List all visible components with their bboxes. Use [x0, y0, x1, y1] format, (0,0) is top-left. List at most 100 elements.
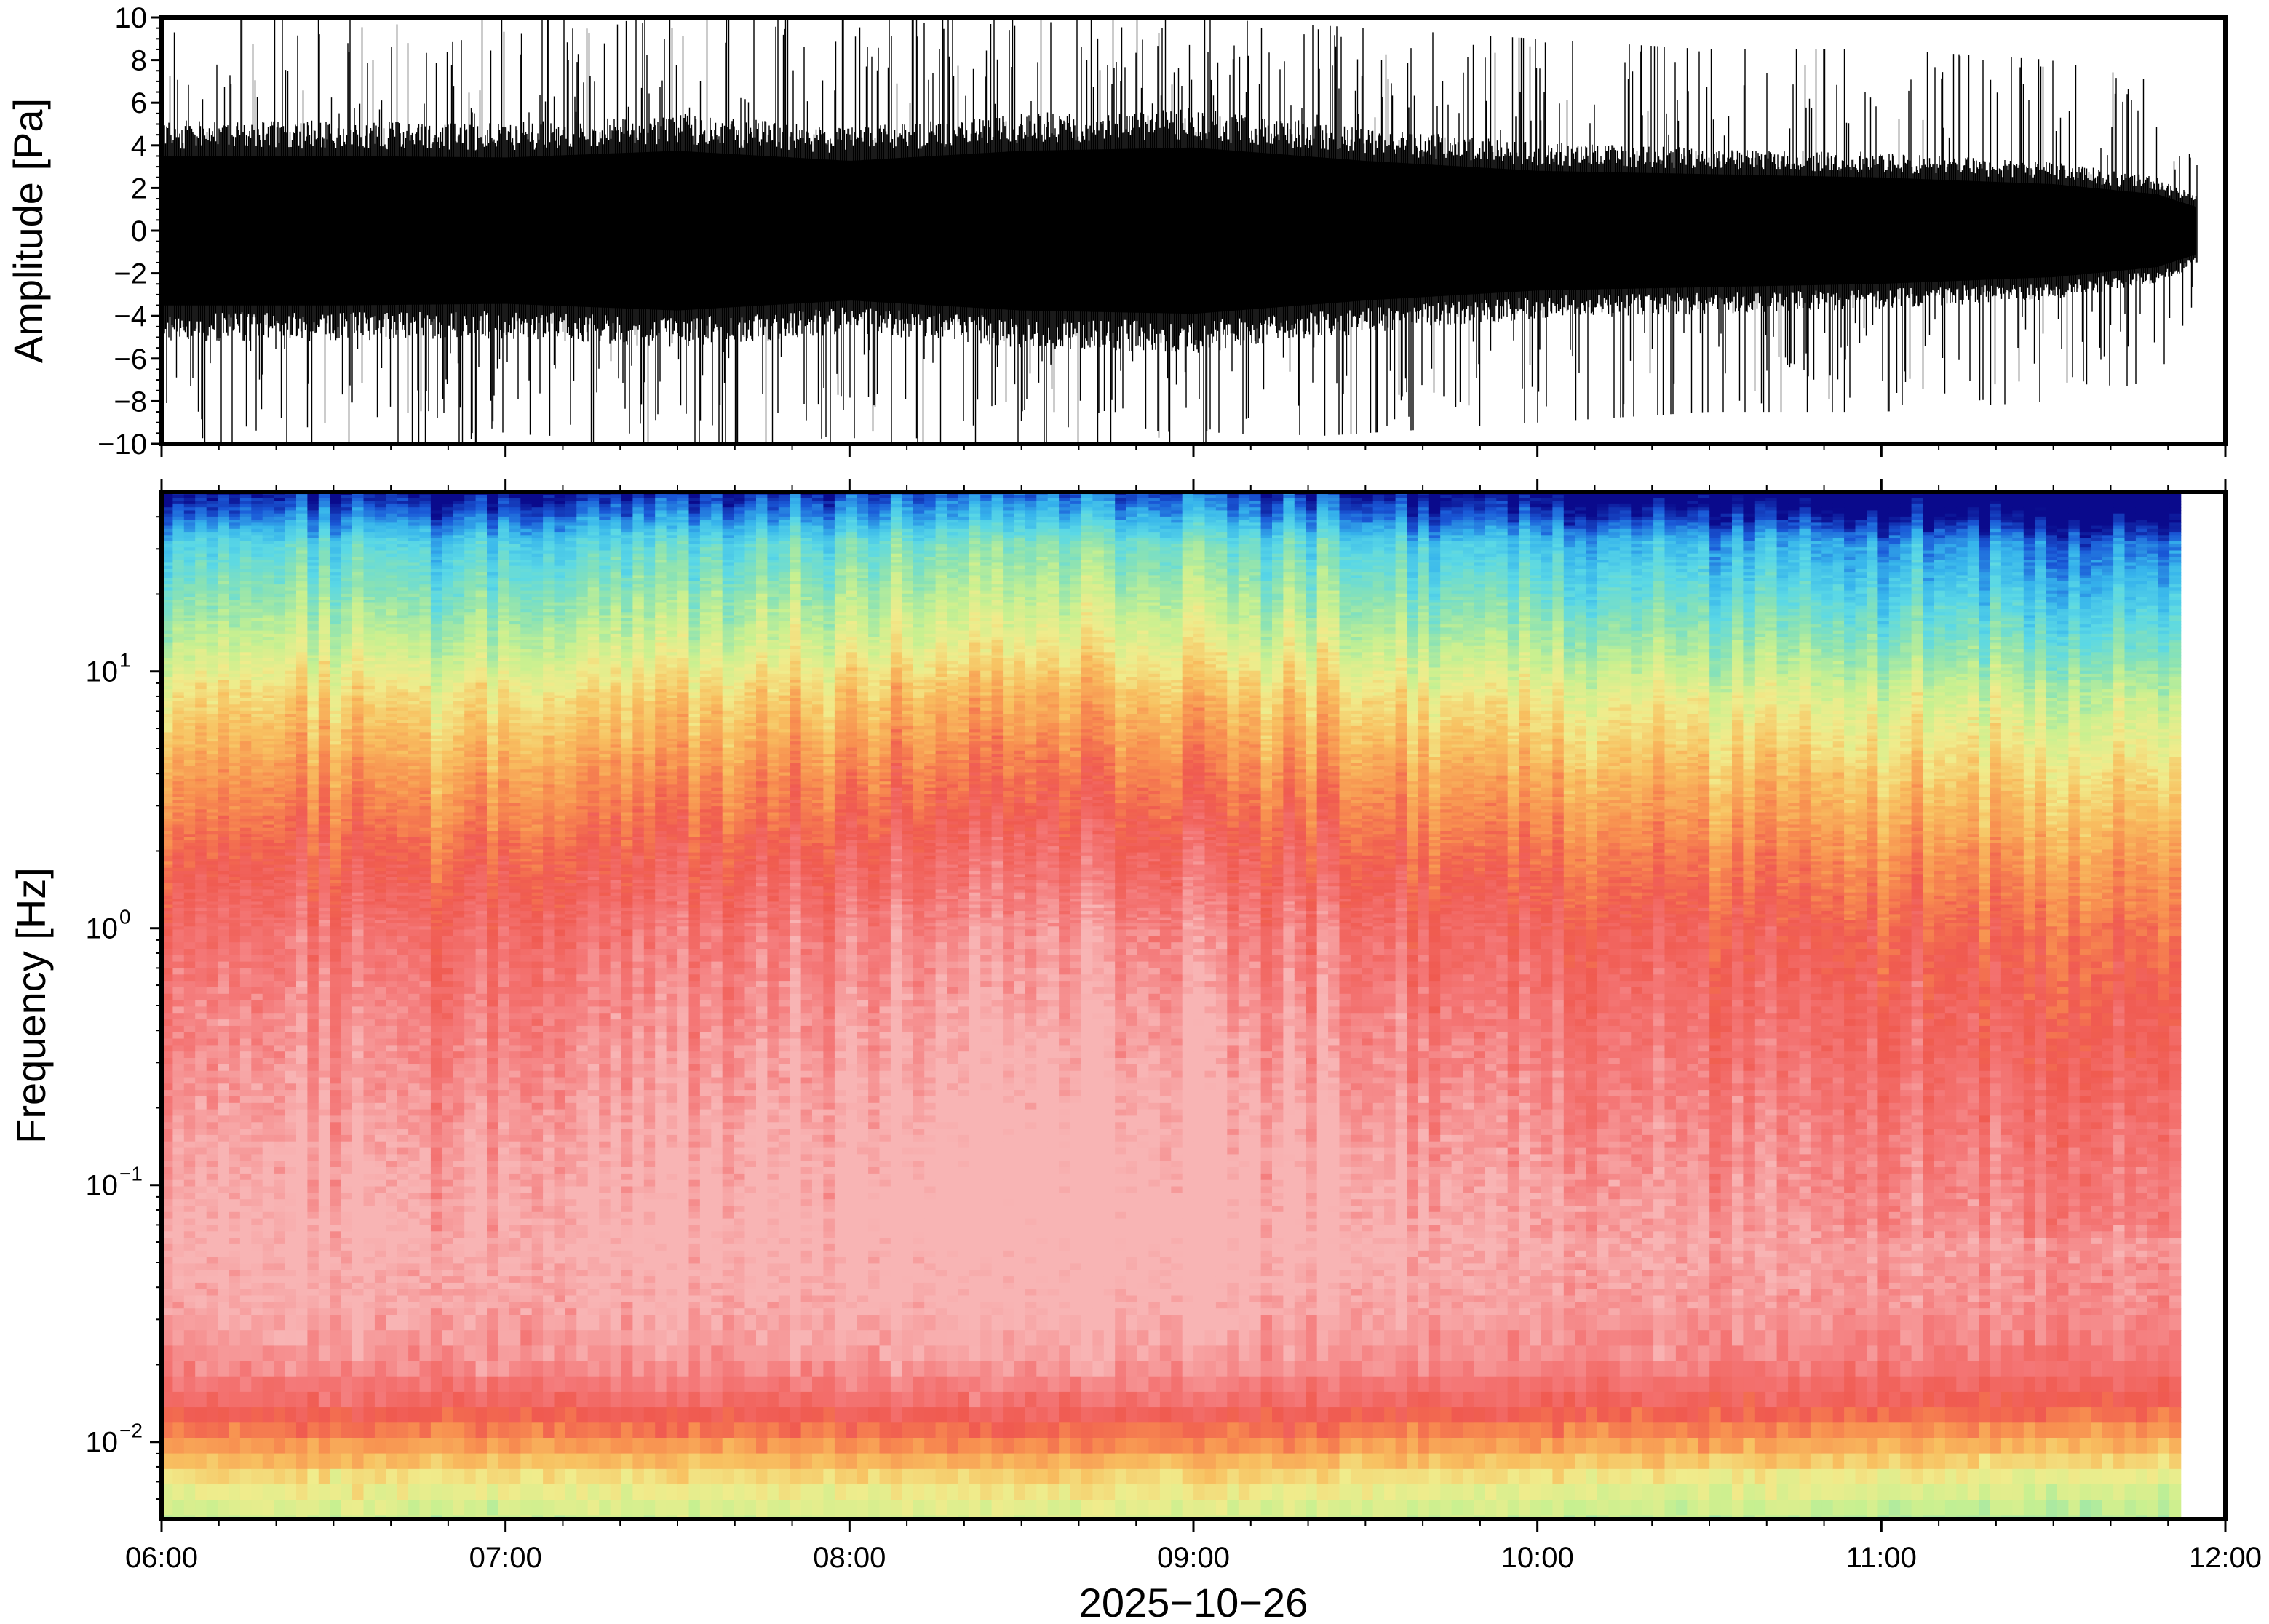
spectrogram-column [2169, 492, 2181, 1520]
spectrogram-column [835, 492, 846, 1520]
spectrogram-column [1844, 492, 1856, 1520]
spectrogram-x-tick-label: 11:00 [1846, 1542, 1917, 1574]
spectrogram-column [397, 492, 409, 1520]
spectrogram-column [543, 492, 555, 1520]
spectrogram-column [1900, 492, 1912, 1520]
spectrogram-column [1183, 492, 1194, 1520]
spectrogram-column [330, 492, 341, 1520]
spectrogram-column [1351, 492, 1362, 1520]
spectrogram-column [723, 492, 734, 1520]
spectrogram-column [677, 492, 689, 1520]
spectrogram-column [756, 492, 768, 1520]
spectrogram-column [1205, 492, 1217, 1520]
spectrogram-x-tick-label: 08:00 [813, 1542, 886, 1574]
spectrogram-column [207, 492, 218, 1520]
spectrogram-column [1362, 492, 1373, 1520]
spectrogram-column [880, 492, 891, 1520]
spectrogram-column [846, 492, 857, 1520]
spectrogram-column [891, 492, 902, 1520]
spectrogram-column [1877, 492, 1889, 1520]
spectrogram-column [375, 492, 386, 1520]
spectrogram-column [274, 492, 285, 1520]
spectrogram-column [172, 492, 184, 1520]
spectrogram-y-tick-exponent: 1 [119, 649, 131, 672]
spectrogram-column [2057, 492, 2069, 1520]
spectrogram-y-tick-label: 10 [86, 1427, 119, 1459]
spectrogram-column [1295, 492, 1306, 1520]
spectrogram-column [1496, 492, 1508, 1520]
spectrogram-column [1429, 492, 1441, 1520]
spectrogram-column [555, 492, 566, 1520]
spectrogram-y-tick-exponent: −1 [119, 1163, 143, 1185]
spectrogram-column [992, 492, 1004, 1520]
spectrogram-column [442, 492, 453, 1520]
spectrogram-column [1519, 492, 1530, 1520]
spectrogram-column [936, 492, 947, 1520]
x-axis-date-label: 2025−10−26 [1079, 1580, 1308, 1624]
spectrogram-column [1249, 492, 1261, 1520]
spectrogram-column [1272, 492, 1284, 1520]
spectrogram-column [1340, 492, 1351, 1520]
waveform-y-axis-title: Amplitude [Pa] [5, 98, 51, 363]
spectrogram-column [1642, 492, 1654, 1520]
spectrogram-column [1732, 492, 1744, 1520]
spectrogram-column [1239, 492, 1250, 1520]
spectrogram-column [1597, 492, 1609, 1520]
spectrogram-column [1025, 492, 1037, 1520]
spectrogram-column [1564, 492, 1575, 1520]
spectrogram-column [1968, 492, 1979, 1520]
spectrogram-column [711, 492, 723, 1520]
spectrogram-column [644, 492, 656, 1520]
spectrogram-column [1059, 492, 1070, 1520]
spectrogram-column [1586, 492, 1598, 1520]
spectrogram-column [408, 492, 420, 1520]
spectrogram-column [386, 492, 397, 1520]
spectrogram-column [1452, 492, 1463, 1520]
spectrogram-column [1440, 492, 1452, 1520]
spectrogram-column [285, 492, 297, 1520]
spectrogram-column [2091, 492, 2102, 1520]
waveform-y-tick-label: −2 [114, 258, 147, 290]
spectrogram-column [2012, 492, 2024, 1520]
spectrogram-column [218, 492, 229, 1520]
spectrogram-column [1407, 492, 1418, 1520]
spectrogram-column [667, 492, 678, 1520]
spectrogram-column [621, 492, 633, 1520]
spectrogram-column [2080, 492, 2091, 1520]
spectrogram-column [1631, 492, 1642, 1520]
spectrogram-column [969, 492, 981, 1520]
spectrogram-column [1608, 492, 1620, 1520]
spectrogram-column [1788, 492, 1800, 1520]
waveform-trace [162, 17, 2197, 444]
spectrogram-column [341, 492, 353, 1520]
spectrogram-column [1889, 492, 1901, 1520]
spectrogram-column [1104, 492, 1116, 1520]
spectrogram-column [700, 492, 712, 1520]
spectrogram-column [1856, 492, 1867, 1520]
spectrogram-column [1811, 492, 1822, 1520]
spectrogram-column [868, 492, 880, 1520]
spectrogram-column [1148, 492, 1160, 1520]
spectrogram-column [1743, 492, 1755, 1520]
waveform-y-tick-label: 4 [131, 130, 147, 162]
spectrogram-column [958, 492, 969, 1520]
spectrogram-column [1485, 492, 1497, 1520]
spectrogram-column [420, 492, 432, 1520]
spectrogram-column [1396, 492, 1407, 1520]
spectrogram-y-tick-label: 10 [86, 913, 119, 945]
spectrogram-column [801, 492, 813, 1520]
waveform-y-tick-label: 8 [131, 45, 147, 77]
spectrogram-x-tick-label: 09:00 [1157, 1542, 1230, 1574]
spectrogram-column [352, 492, 364, 1520]
spectrogram-column [947, 492, 958, 1520]
spectrogram-column [1463, 492, 1474, 1520]
spectrogram-column [1283, 492, 1295, 1520]
spectrogram-column [296, 492, 308, 1520]
spectrogram-column [476, 492, 488, 1520]
spectrogram-column [498, 492, 509, 1520]
spectrogram-column [1653, 492, 1665, 1520]
waveform-y-tick-label: −8 [114, 386, 147, 418]
